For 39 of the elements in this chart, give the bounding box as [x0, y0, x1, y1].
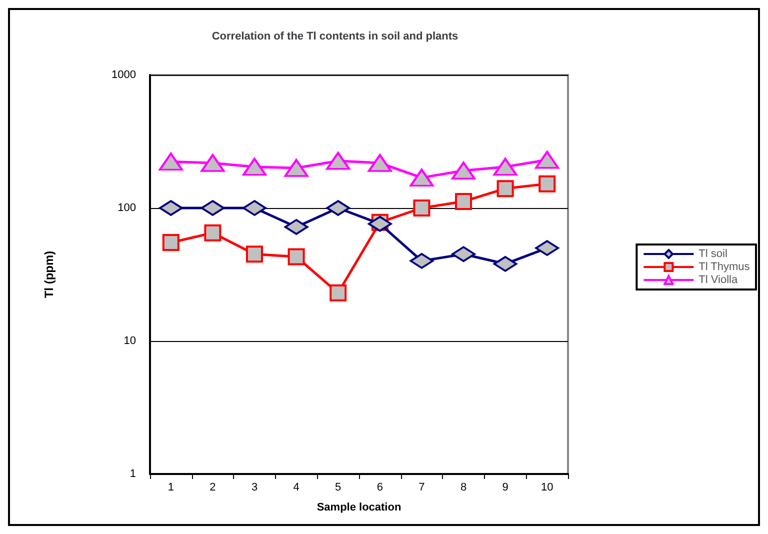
x-tick-label: 3 — [251, 482, 258, 494]
x-tick-label: 5 — [335, 482, 342, 494]
point — [410, 168, 434, 187]
point — [246, 246, 263, 263]
x-tick-label: 6 — [376, 482, 383, 494]
y-tick-label: 10 — [124, 335, 136, 347]
point — [242, 158, 266, 176]
y-tick-label: 1 — [130, 468, 136, 480]
x-tick-label: 2 — [210, 482, 216, 494]
point — [330, 284, 347, 302]
x-tick-label: 4 — [293, 482, 300, 494]
point — [455, 192, 472, 210]
point — [496, 180, 514, 198]
legend-label: Tl Thymus — [698, 261, 750, 273]
point — [413, 200, 430, 216]
y-tick-label: 1000 — [112, 69, 136, 81]
x-tick-label: 7 — [418, 482, 425, 494]
point — [326, 152, 350, 170]
point — [162, 234, 180, 252]
legend-label: Tl Violla — [698, 274, 738, 286]
point — [204, 224, 222, 242]
x-axis-title: Sample location — [316, 502, 402, 514]
x-tick-label: 9 — [502, 482, 508, 494]
point — [535, 150, 560, 169]
chart-title: Correlation of the Tl contents in soil and plants — [212, 30, 458, 42]
point — [284, 158, 308, 177]
point — [452, 162, 476, 180]
y-axis-title: Tl (ppm) — [42, 250, 56, 298]
legend-label: Tl soil — [698, 248, 728, 260]
point — [368, 154, 392, 172]
point — [288, 248, 305, 266]
x-tick-label: 8 — [460, 482, 467, 494]
point — [493, 158, 518, 176]
y-tick-label: 100 — [118, 202, 136, 214]
point — [158, 152, 183, 171]
point — [538, 175, 556, 192]
x-tick-label: 10 — [540, 482, 554, 494]
point — [200, 154, 225, 172]
x-tick-label: 1 — [168, 482, 174, 494]
